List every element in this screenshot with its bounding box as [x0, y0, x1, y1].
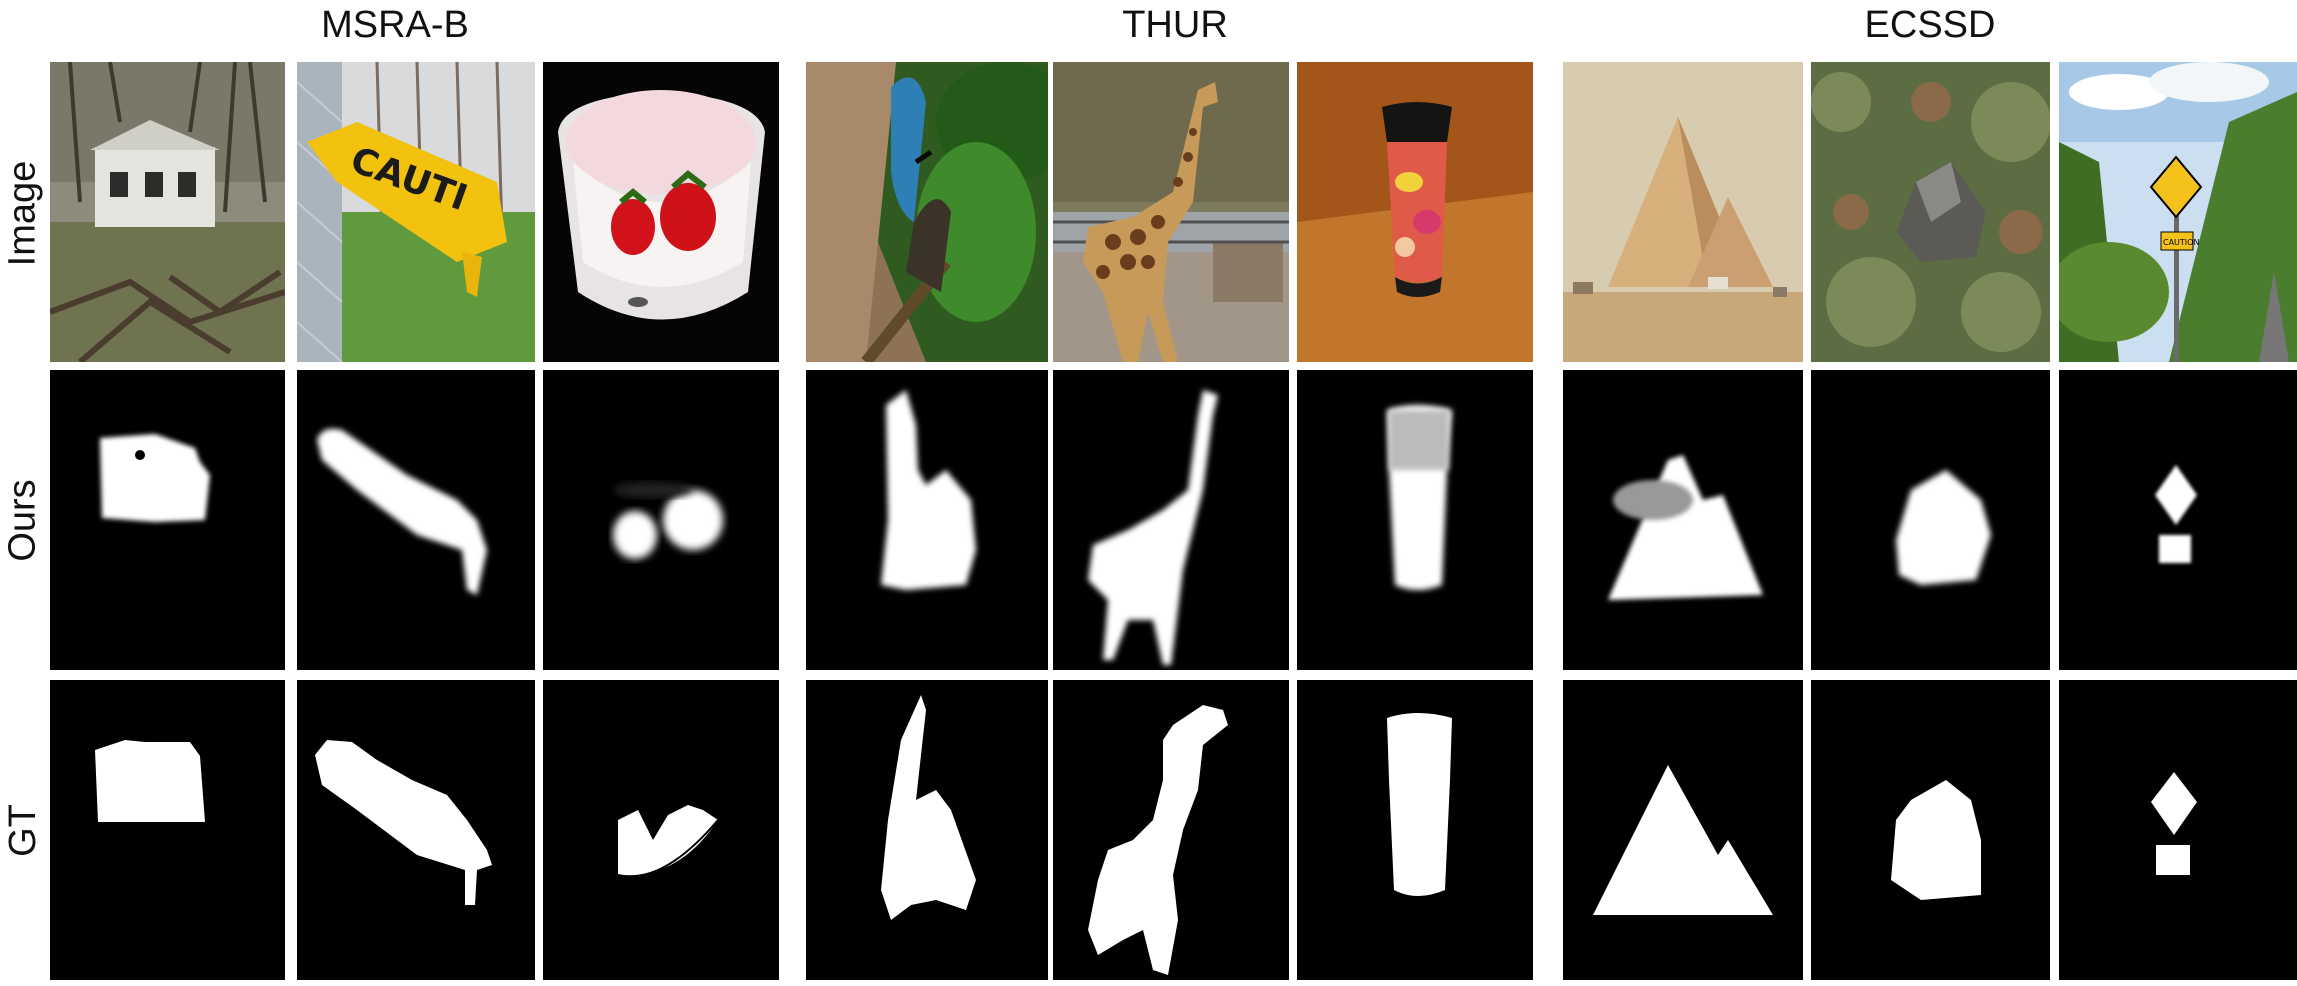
row-label-gt: GT [1, 803, 44, 857]
image-caution-tape: CAUTI [297, 62, 535, 362]
ours-thermos-cup [1297, 370, 1533, 670]
svg-text:CAUTION: CAUTION [2163, 238, 2199, 247]
group-title-thur: THUR [1122, 4, 1228, 46]
image-road-sign: CAUTION [2059, 62, 2297, 362]
ours-pyramids [1563, 370, 1803, 670]
gt-thermos-cup [1297, 680, 1533, 980]
gt-pyramids [1563, 680, 1803, 980]
image-thermos-cup [1297, 62, 1533, 362]
image-rock [1811, 62, 2050, 362]
gt-butterfly [806, 680, 1048, 980]
image-giraffe [1053, 62, 1289, 362]
ours-giraffe [1053, 370, 1289, 670]
group-title-ecssd: ECSSD [1864, 4, 1996, 46]
row-label-ours: Ours [1, 478, 44, 562]
group-title-msra-b: MSRA-B [321, 4, 469, 46]
image-strawberries-bowl [543, 62, 779, 362]
image-pyramids [1563, 62, 1803, 362]
ours-butterfly [806, 370, 1048, 670]
gt-strawberries-bowl [543, 680, 779, 980]
gt-giraffe [1053, 680, 1289, 980]
ours-strawberries-bowl [543, 370, 779, 670]
gt-caution-tape [297, 680, 535, 980]
image-house [50, 62, 285, 362]
gt-rock [1811, 680, 2050, 980]
ours-rock [1811, 370, 2050, 670]
image-butterfly [806, 62, 1048, 362]
gt-house [50, 680, 285, 980]
row-label-image: Image [1, 160, 44, 266]
ours-house [50, 370, 285, 670]
gt-road-sign [2059, 680, 2297, 980]
ours-road-sign [2059, 370, 2297, 670]
ours-caution-tape [297, 370, 535, 670]
